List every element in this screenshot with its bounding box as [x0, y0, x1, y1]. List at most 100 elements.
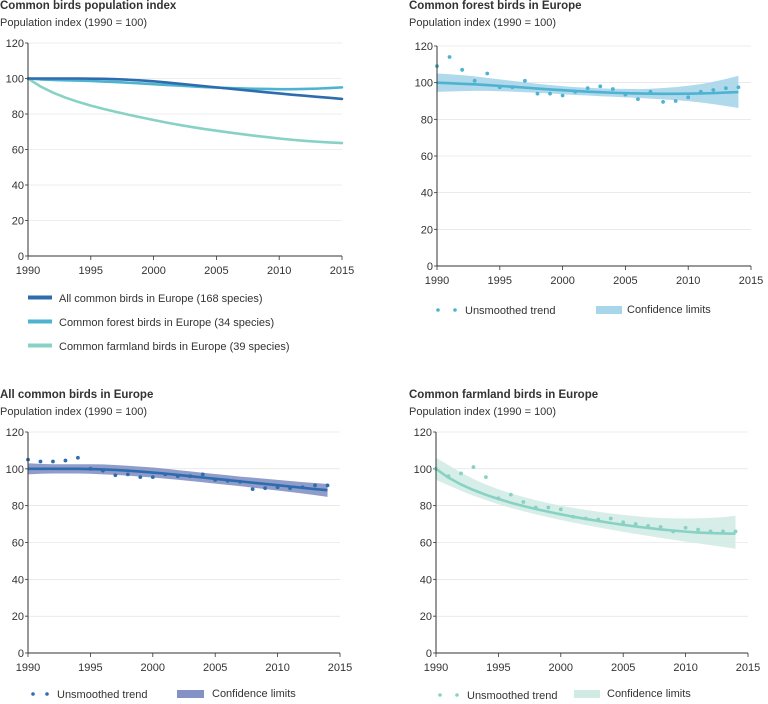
y-tick-label: 0 — [426, 648, 432, 660]
y-tick-label: 120 — [415, 41, 433, 53]
y-tick-label: 120 — [414, 427, 432, 439]
unsmoothed-point — [711, 88, 716, 92]
x-tick-label: 1990 — [16, 662, 40, 674]
panel-overview: Common birds population index Population… — [0, 0, 354, 353]
legend-point-icon — [31, 692, 35, 696]
x-tick-label: 1995 — [79, 265, 103, 277]
series-line-farmland — [26, 77, 344, 145]
x-tick-labels: 1990 1995 2000 2005 2010 2015 — [16, 256, 354, 277]
unsmoothed-point — [696, 527, 700, 532]
x-tick-label: 2010 — [267, 265, 291, 277]
y-tick-label: 120 — [6, 38, 24, 50]
unsmoothed-points — [434, 465, 738, 534]
x-tick-label: 1990 — [425, 275, 449, 287]
x-tick-label: 2015 — [736, 662, 760, 674]
x-tick-label: 1990 — [16, 265, 40, 277]
unsmoothed-point — [150, 475, 155, 480]
unsmoothed-point — [325, 483, 330, 488]
unsmoothed-point — [733, 529, 738, 534]
legend-label-unsmoothed: Unsmoothed trend — [465, 305, 556, 317]
y-tick-label: 0 — [18, 648, 24, 660]
unsmoothed-point — [558, 507, 563, 512]
unsmoothed-point — [63, 458, 68, 463]
y-tick-label: 20 — [420, 611, 432, 623]
unsmoothed-point — [523, 78, 527, 83]
unsmoothed-point — [471, 465, 476, 469]
x-tick-labels: 1990 1995 2000 2005 2010 2015 — [16, 653, 352, 674]
chart-title: Common farmland birds in Europe — [409, 389, 598, 401]
series-line-all — [26, 77, 344, 101]
gridlines — [28, 431, 340, 617]
y-tick-label: 20 — [12, 216, 24, 228]
legend-label-confidence: Confidence limits — [212, 688, 296, 700]
legend-label: Common farmland birds in Europe (39 spec… — [59, 341, 290, 353]
unsmoothed-point — [521, 500, 526, 504]
legend-item-forest: Common forest birds in Europe (34 specie… — [28, 317, 274, 329]
legend: Unsmoothed trend Confidence limits — [436, 304, 711, 317]
unsmoothed-point — [708, 529, 713, 534]
unsmoothed-point — [535, 91, 540, 96]
legend-label-confidence: Confidence limits — [627, 304, 711, 316]
unsmoothed-point — [447, 55, 452, 59]
legend-band-swatch — [596, 306, 622, 314]
series-line-forest — [26, 77, 344, 91]
unsmoothed-point — [313, 483, 317, 488]
unsmoothed-point — [200, 472, 205, 477]
unsmoothed-point — [460, 67, 465, 72]
unsmoothed-points — [26, 455, 330, 491]
unsmoothed-point — [225, 478, 230, 483]
unsmoothed-point — [508, 492, 513, 497]
y-axis-label: Population index (1990 = 100) — [0, 17, 147, 29]
legend-label-confidence: Confidence limits — [607, 688, 691, 700]
x-tick-label: 1995 — [78, 662, 102, 674]
unsmoothed-point — [671, 529, 676, 534]
unsmoothed-point — [633, 522, 638, 526]
unsmoothed-point — [238, 479, 243, 484]
legend-swatch-forest — [28, 319, 52, 324]
unsmoothed-point — [510, 85, 515, 90]
legend-label: Common forest birds in Europe (34 specie… — [59, 317, 274, 329]
confidence-band — [436, 457, 736, 549]
y-axis-label: Population index (1990 = 100) — [409, 406, 556, 418]
x-tick-label: 2010 — [676, 275, 700, 287]
unsmoothed-point — [571, 514, 576, 519]
unsmoothed-point — [658, 524, 663, 529]
unsmoothed-point — [288, 486, 292, 491]
unsmoothed-point — [113, 473, 118, 478]
legend-label-unsmoothed: Unsmoothed trend — [467, 690, 558, 702]
unsmoothed-point — [76, 455, 80, 460]
y-tick-labels: 0 20 40 60 80 100 120 — [414, 427, 436, 660]
legend-label-unsmoothed: Unsmoothed trend — [57, 689, 148, 701]
gridlines — [28, 42, 342, 221]
unsmoothed-point — [610, 87, 615, 91]
unsmoothed-point — [736, 85, 741, 90]
y-tick-label: 0 — [427, 261, 433, 273]
unsmoothed-point — [497, 85, 502, 90]
unsmoothed-point — [175, 474, 180, 479]
x-tick-label: 2005 — [203, 662, 227, 674]
y-tick-label: 40 — [12, 574, 24, 586]
y-tick-label: 60 — [12, 145, 24, 157]
chart-title: Common forest birds in Europe — [409, 0, 582, 12]
legend-point-icon — [455, 693, 459, 697]
x-tick-label: 2015 — [328, 662, 352, 674]
legend-band-swatch — [574, 690, 600, 698]
x-tick-label: 2010 — [265, 662, 289, 674]
gridlines — [437, 45, 751, 230]
unsmoothed-point — [138, 475, 143, 480]
y-tick-label: 20 — [421, 224, 433, 236]
unsmoothed-point — [621, 520, 626, 525]
legend-point-icon — [45, 692, 49, 696]
unsmoothed-point — [560, 93, 565, 98]
unsmoothed-point — [213, 477, 218, 482]
unsmoothed-point — [125, 472, 130, 477]
legend-swatch-all — [28, 295, 52, 300]
x-tick-label: 2005 — [613, 275, 637, 287]
x-tick-label: 2005 — [611, 662, 635, 674]
unsmoothed-point — [661, 100, 665, 104]
unsmoothed-point — [683, 525, 688, 530]
unsmoothed-point — [573, 89, 578, 94]
x-tick-label: 2015 — [739, 275, 763, 287]
unsmoothed-point — [686, 95, 691, 100]
